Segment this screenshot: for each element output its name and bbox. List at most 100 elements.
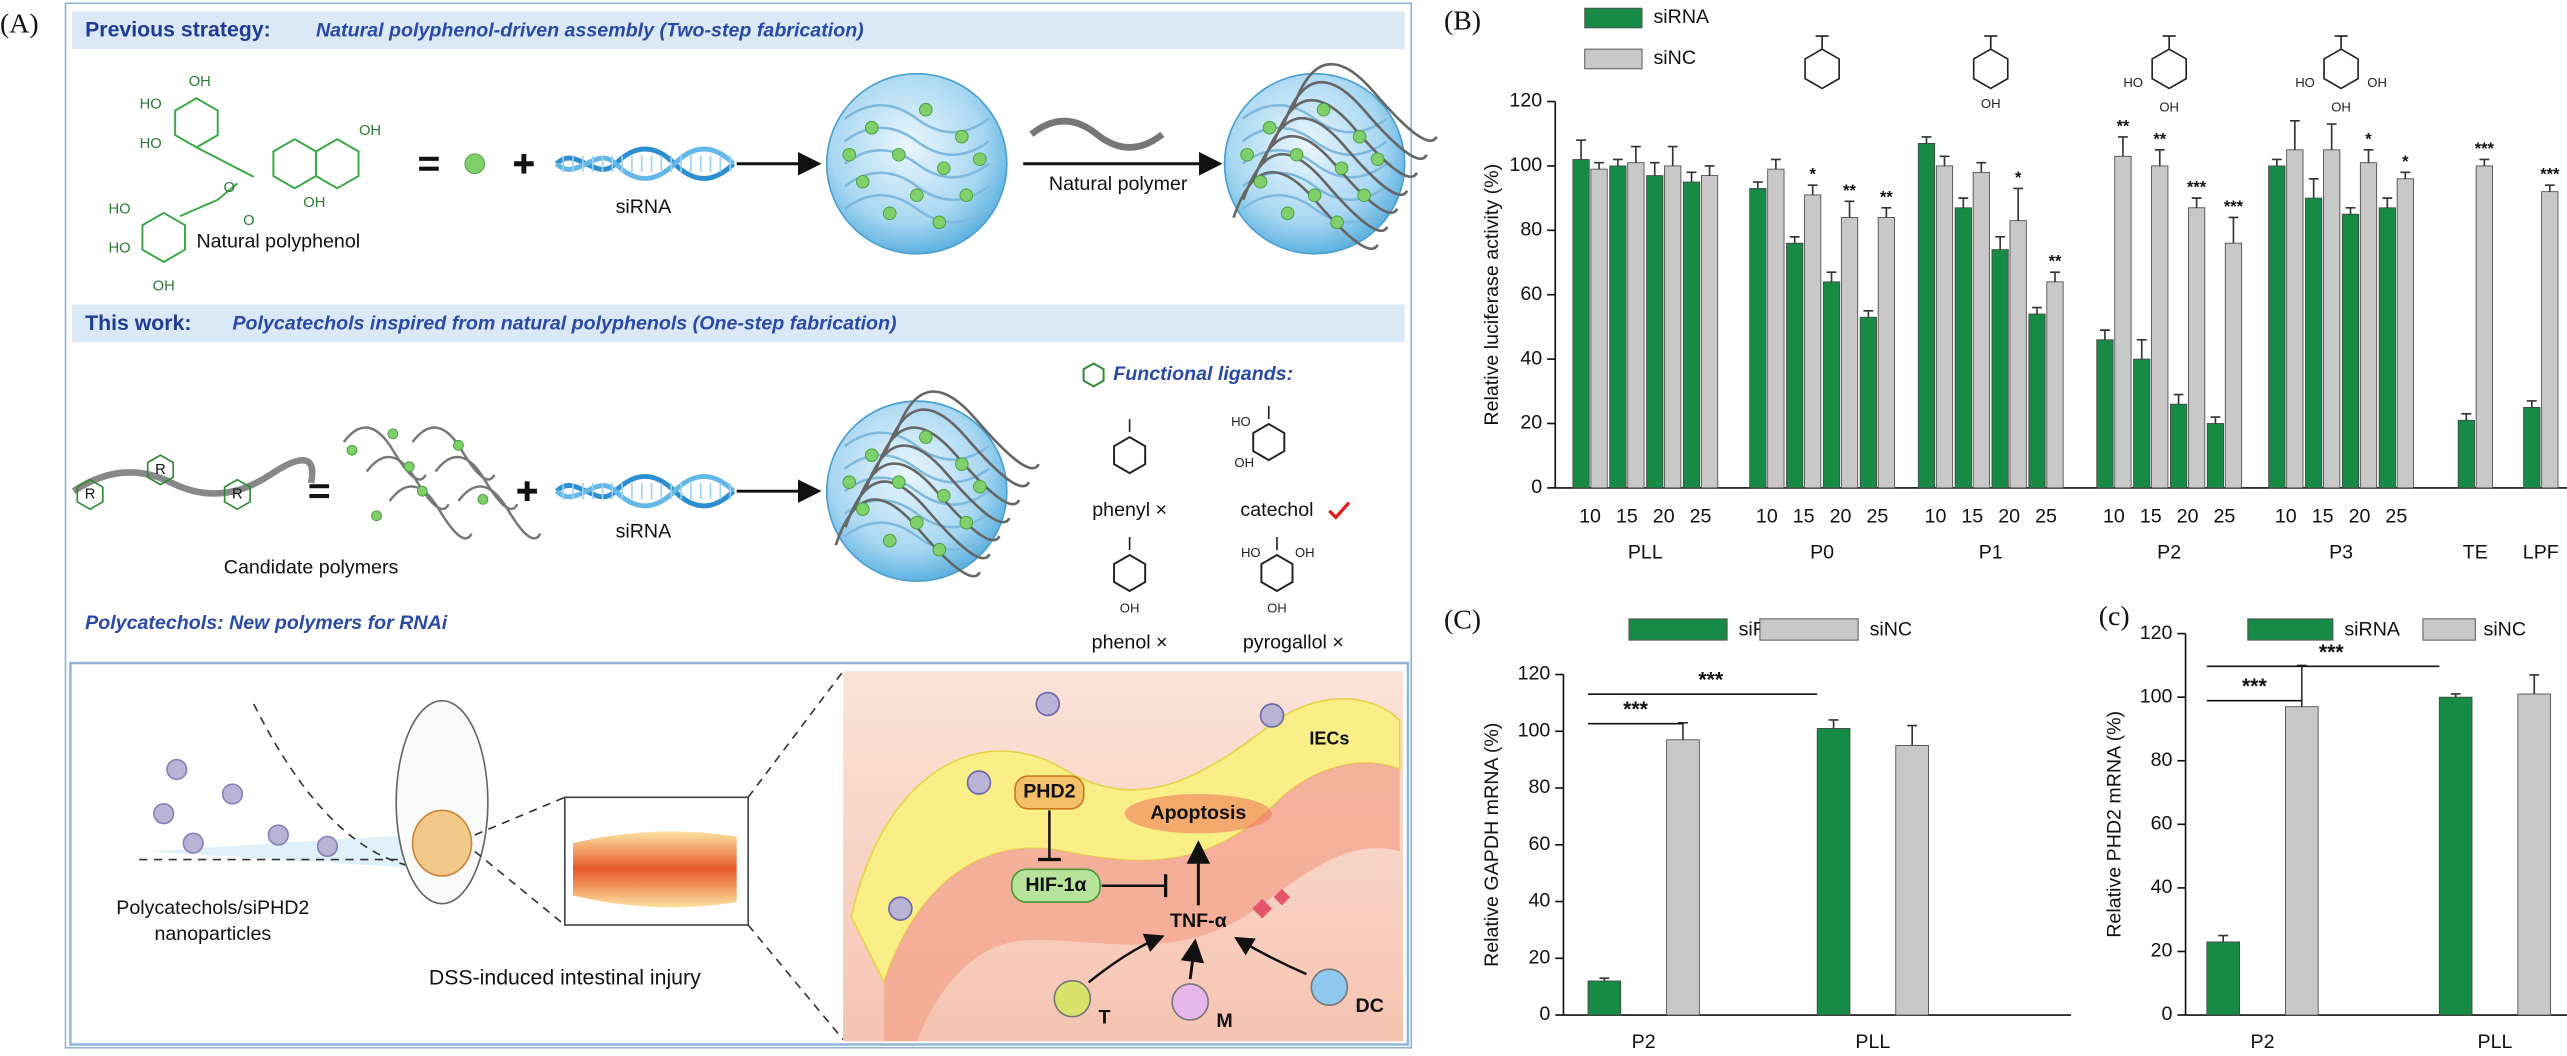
cell-label: T: [1099, 1007, 1111, 1029]
error-bar: [1881, 206, 1892, 218]
line: [1180, 938, 1205, 980]
chem-label: HO: [1231, 414, 1251, 429]
error-bar: [2218, 934, 2229, 942]
error-bar: [2050, 271, 2060, 282]
particle: [464, 153, 486, 175]
y-tick-label: 80: [1529, 776, 1551, 798]
y-tick-label: 40: [1520, 347, 1542, 369]
line: [196, 146, 255, 178]
particle: [937, 161, 951, 176]
particle: [1330, 215, 1344, 230]
error-bar: [2154, 149, 2165, 166]
strand: [1241, 103, 1388, 134]
node-label: IECs: [1309, 729, 1349, 749]
legend-label: siRNA: [1653, 6, 1710, 28]
particle: [416, 485, 428, 497]
node-label: HIF-1α: [1025, 874, 1086, 896]
ligand-name: catechol: [1240, 499, 1313, 521]
polymer-chain: [71, 457, 316, 497]
bar: [2475, 165, 2493, 489]
x-tick-label: 10: [1756, 506, 1778, 528]
particle: [864, 448, 879, 462]
group-label: TE: [2463, 542, 2488, 564]
chem-label: OH: [1120, 600, 1140, 615]
caption: siRNA: [616, 520, 673, 542]
particle: [909, 515, 924, 530]
bar: [2096, 339, 2114, 489]
error-bar: [2173, 393, 2184, 405]
chem-label: OH: [2159, 100, 2179, 115]
ring: [76, 478, 104, 511]
ligands-title: Functional ligands:: [1113, 363, 1293, 385]
cell: [1310, 968, 1349, 1007]
error-bar: [2526, 400, 2537, 408]
dna: [554, 146, 736, 181]
significance: *: [2015, 169, 2022, 187]
particle: [346, 444, 358, 456]
ring: [1082, 362, 1105, 388]
polymer: [1029, 118, 1165, 151]
significance: ***: [2242, 674, 2268, 698]
error-bar: [1828, 719, 1839, 729]
bar: [1700, 175, 1719, 489]
error-bar: [1752, 181, 1763, 189]
strand: [844, 431, 990, 461]
error-bar: [2544, 184, 2555, 192]
y-tick-label: 20: [2151, 940, 2173, 962]
error-bar: [2191, 197, 2202, 208]
error-bar: [1594, 161, 1604, 170]
group-label: PLL: [1628, 542, 1663, 564]
error-bar: [2345, 206, 2356, 215]
error-bar: [1863, 309, 1874, 318]
bar: [1935, 165, 1954, 489]
spray: [147, 834, 410, 868]
y-tick-label: 100: [1518, 719, 1551, 741]
bar: [1749, 188, 1767, 489]
particle: [387, 428, 399, 440]
chem-label: HO: [2295, 75, 2315, 90]
chem-label: HO: [2123, 75, 2143, 90]
significance: **: [2049, 253, 2062, 271]
significance: **: [1843, 182, 1856, 200]
bar: [2359, 162, 2378, 489]
particle: [842, 475, 857, 489]
y-tick-label: 20: [1529, 946, 1551, 968]
x-tick-label: 15: [1793, 506, 1815, 528]
line: [474, 796, 566, 836]
coil: [388, 485, 473, 540]
heading: Polycatechols: New polymers for RNAi: [85, 612, 448, 634]
error-bar: [2363, 149, 2374, 163]
panel-label: (C): [1444, 605, 1481, 636]
y-tick-label: 80: [2151, 749, 2173, 771]
error-bar: [1667, 145, 1678, 166]
particle: [477, 493, 489, 505]
subtitle: Polycatechols inspired from natural poly…: [232, 312, 896, 334]
bar: [1895, 745, 1929, 1016]
bar: [2114, 155, 2132, 489]
caption: nanoparticles: [154, 923, 271, 945]
x-tick-label: 25: [1690, 506, 1712, 528]
error-bar: [1907, 724, 1918, 746]
ring: [1113, 436, 1147, 475]
x-tick-label: 10: [1925, 506, 1947, 528]
bar: [1587, 980, 1622, 1016]
ligand-name: phenyl ×: [1092, 499, 1167, 521]
bar: [2378, 207, 2396, 489]
node-label: Apoptosis: [1150, 802, 1246, 824]
bar: [2028, 313, 2046, 489]
error-bar: [1630, 145, 1641, 163]
bar: [1664, 165, 1682, 489]
np: [166, 758, 188, 781]
x-tick-label: 15: [1616, 506, 1638, 528]
bar: [1666, 739, 1700, 1016]
cell-label: DC: [1356, 995, 1384, 1017]
x-tick-label: 20: [1998, 506, 2020, 528]
bar: [2305, 197, 2323, 489]
node: [1124, 794, 1273, 834]
x-tick-label: 20: [2177, 506, 2199, 528]
particle: [855, 502, 870, 516]
coil: [411, 426, 496, 481]
ligand-name: phenol ×: [1092, 632, 1168, 654]
legend-label: siNC: [1653, 47, 1696, 69]
particle: [403, 461, 415, 473]
